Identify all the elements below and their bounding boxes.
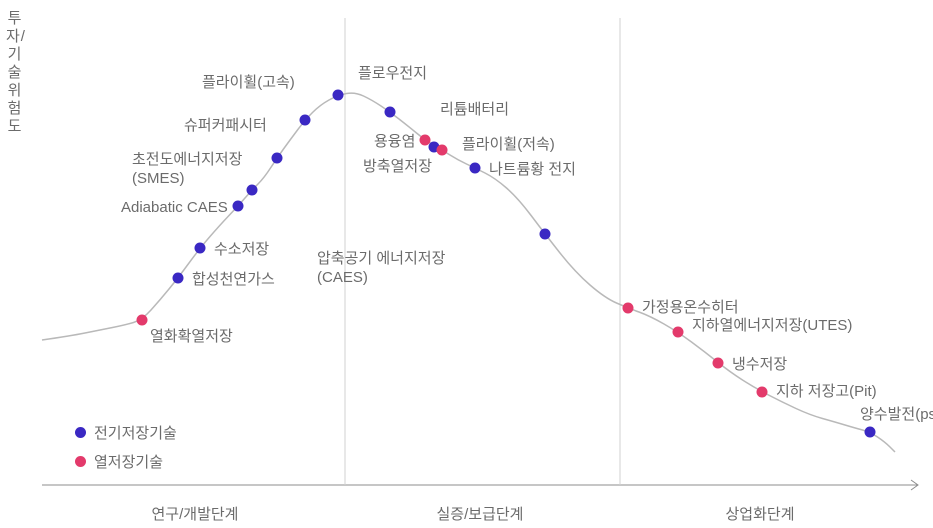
maturity-chart: 투자/기술 위험도 전기저장기술 열저장기술 열화확열저장 합성천연가스 수소저장 A… (0, 0, 933, 528)
x-axis-stage-label: 연구/개발단계 (152, 503, 239, 524)
point-label: 가정용온수히터 (642, 299, 739, 318)
point-label: 용융염 (374, 133, 415, 152)
point-label: 슈퍼커패시터 (184, 117, 267, 136)
point-label: 나트륨황 전지 (489, 161, 576, 180)
point-label: 플로우전지 (358, 65, 427, 84)
legend-label: 열저장기술 (94, 451, 163, 472)
point-label: 냉수저장 (732, 356, 787, 375)
legend-item: 열저장기술 (75, 451, 177, 472)
point-label: 방축열저장 (363, 158, 432, 177)
legend: 전기저장기술 열저장기술 (75, 422, 177, 480)
legend-dot-thermal (75, 456, 86, 467)
point-label: 지하 저장고(Pit) (776, 383, 877, 402)
legend-label: 전기저장기술 (94, 422, 177, 443)
point-label: 리튬배터리 (440, 101, 509, 120)
legend-dot-electric (75, 427, 86, 438)
x-axis-stage-label: 실증/보급단계 (437, 503, 524, 524)
legend-item: 전기저장기술 (75, 422, 177, 443)
point-label: 초전도에너지저장(SMES) (132, 151, 242, 189)
point-label: 열화확열저장 (150, 328, 233, 347)
point-label: 플라이휠(저속) (462, 136, 555, 155)
point-label: 플라이휠(고속) (202, 74, 295, 93)
point-label: 수소저장 (214, 241, 269, 260)
point-label: 합성천연가스 (192, 271, 275, 290)
y-axis-label: 투자/기술 위험도 (6, 10, 24, 136)
point-label: 압축공기 에너지저장(CAES) (317, 250, 445, 288)
point-label: 양수발전(psh) (860, 406, 933, 425)
x-axis-stage-label: 상업화단계 (726, 503, 795, 524)
point-label: Adiabatic CAES (121, 199, 228, 218)
point-label: 지하열에너지저장(UTES) (692, 317, 852, 336)
